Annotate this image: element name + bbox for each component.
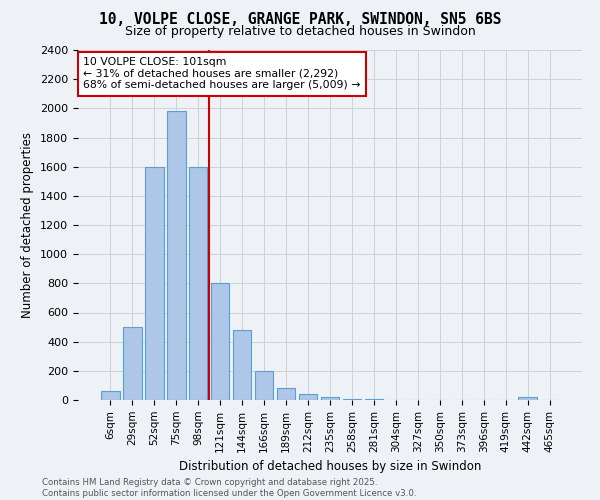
Bar (101, 391, 119, 400)
Bar (518, 397, 537, 400)
Y-axis label: Number of detached properties: Number of detached properties (22, 132, 34, 318)
Bar (167, 112, 185, 400)
Bar (233, 330, 251, 400)
Bar (320, 397, 340, 400)
Bar (343, 398, 361, 400)
Bar (123, 327, 142, 400)
Text: Contains HM Land Registry data © Crown copyright and database right 2025.
Contai: Contains HM Land Registry data © Crown c… (42, 478, 416, 498)
Bar (145, 166, 164, 400)
Bar (299, 394, 317, 400)
Bar (277, 388, 295, 400)
Text: 10 VOLPE CLOSE: 101sqm
← 31% of detached houses are smaller (2,292)
68% of semi-: 10 VOLPE CLOSE: 101sqm ← 31% of detached… (83, 57, 361, 90)
Bar (255, 371, 274, 400)
X-axis label: Distribution of detached houses by size in Swindon: Distribution of detached houses by size … (179, 460, 481, 473)
Bar (189, 166, 208, 400)
Text: Size of property relative to detached houses in Swindon: Size of property relative to detached ho… (125, 25, 475, 38)
Bar (211, 284, 229, 400)
Text: 10, VOLPE CLOSE, GRANGE PARK, SWINDON, SN5 6BS: 10, VOLPE CLOSE, GRANGE PARK, SWINDON, S… (99, 12, 501, 28)
